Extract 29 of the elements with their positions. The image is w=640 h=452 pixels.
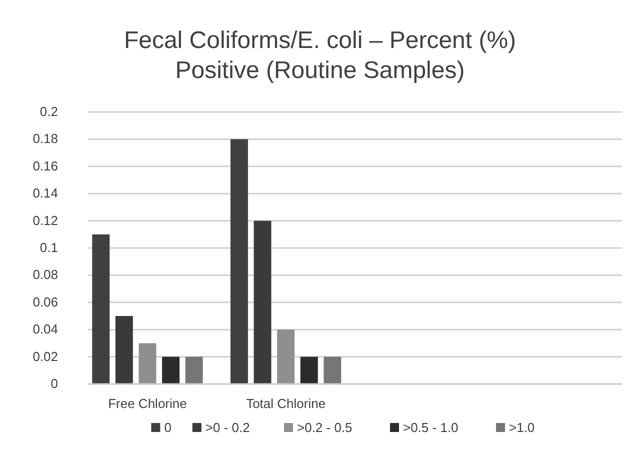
bar bbox=[162, 356, 180, 384]
legend-label: 0 bbox=[164, 420, 172, 435]
y-tick-label: 0.04 bbox=[32, 322, 58, 337]
legend-label: >0.2 - 0.5 bbox=[297, 420, 352, 435]
bar bbox=[115, 316, 133, 384]
bar bbox=[230, 139, 248, 384]
y-tick-label: 0.18 bbox=[32, 131, 58, 146]
bar bbox=[277, 330, 295, 384]
y-tick-label: 0.14 bbox=[32, 186, 58, 201]
y-tick-label: 0.08 bbox=[32, 267, 58, 282]
bar bbox=[300, 356, 318, 384]
y-tick-label: 0.06 bbox=[32, 294, 58, 310]
bar bbox=[138, 343, 156, 384]
legend-label: >0.5 - 1.0 bbox=[403, 420, 458, 435]
bar bbox=[254, 220, 272, 384]
x-tick-label: Free Chlorine bbox=[108, 396, 187, 411]
y-tick-label: 0.02 bbox=[32, 348, 58, 364]
legend-label: >1.0 bbox=[509, 420, 535, 435]
x-tick-label: Total Chlorine bbox=[246, 396, 326, 411]
chart-title: Fecal Coliforms/E. coli – Percent (%) Positive (Routine Samples) bbox=[124, 27, 516, 84]
bar bbox=[92, 234, 110, 384]
y-tick-label: 0.1 bbox=[40, 240, 58, 255]
y-tick-label: 0 bbox=[50, 376, 58, 391]
bar bbox=[185, 356, 203, 384]
legend-label: >0 - 0.2 bbox=[205, 420, 250, 435]
y-tick-label: 0.12 bbox=[32, 212, 58, 228]
y-tick-label: 0.16 bbox=[32, 158, 58, 174]
bar bbox=[324, 356, 342, 384]
y-tick-label: 0.2 bbox=[40, 104, 58, 119]
